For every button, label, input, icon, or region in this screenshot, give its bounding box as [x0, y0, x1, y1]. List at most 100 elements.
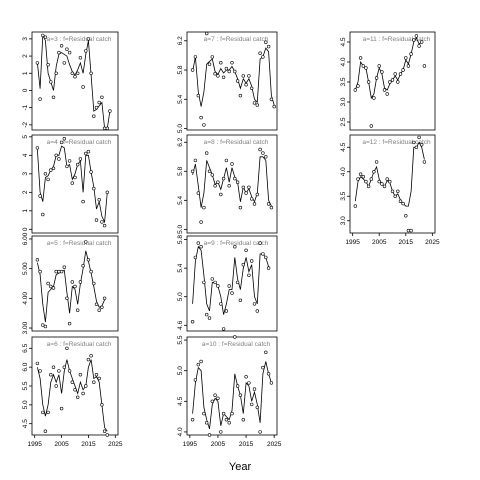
data-point	[89, 269, 93, 274]
y-tick-label: 5.0	[177, 224, 184, 233]
data-point	[38, 194, 42, 198]
data-point	[81, 85, 85, 89]
data-point	[57, 269, 61, 274]
data-point	[244, 191, 248, 195]
panel-frame	[186, 134, 278, 234]
panel-label: a=4 : f=Residual catch	[47, 139, 112, 146]
data-point	[213, 280, 217, 285]
data-point	[398, 199, 403, 203]
data-point	[190, 68, 195, 72]
panel-a9: a=9 : f=Residual catch 4.6 5.0 5.4 5.8	[177, 235, 278, 332]
data-point	[385, 177, 389, 181]
panel-label: a=12 : f=Residual catch	[362, 139, 431, 146]
data-point	[57, 369, 61, 373]
data-point	[417, 44, 421, 48]
panel-frame	[186, 31, 278, 131]
data-point	[49, 80, 53, 84]
data-point	[54, 71, 58, 76]
data-point	[401, 201, 405, 206]
data-point	[412, 38, 416, 42]
data-point	[252, 387, 257, 391]
data-point	[70, 380, 75, 384]
x-tick-label: 2025	[267, 441, 282, 448]
y-tick-label: -1	[22, 104, 29, 110]
panel-frame	[31, 31, 119, 131]
x-tick-label: 2005	[54, 441, 69, 448]
data-point	[261, 55, 265, 59]
data-point	[43, 35, 48, 39]
data-point	[255, 405, 259, 410]
y-tick-label: 4	[22, 153, 29, 157]
data-point	[264, 40, 268, 44]
panel-label: a=3 : f=Residual catch	[47, 36, 112, 43]
data-point	[358, 172, 363, 176]
data-point	[78, 56, 83, 60]
y-tick-label: 4.0	[340, 167, 347, 176]
data-point	[409, 52, 413, 56]
data-point	[84, 384, 88, 388]
data-point	[62, 265, 67, 269]
data-point	[221, 327, 226, 331]
data-point	[247, 185, 251, 190]
data-point	[422, 64, 427, 68]
data-point	[92, 114, 96, 118]
data-point	[401, 68, 405, 72]
panel-a11: a=11 : f=Residual catch 2.5 3.0 3.5 4.0 4.5	[340, 31, 436, 131]
y-tick-label: 4.5	[340, 37, 347, 46]
data-point	[196, 93, 201, 98]
data-point	[92, 281, 96, 286]
data-point	[374, 76, 379, 80]
data-point	[202, 280, 206, 285]
data-point	[406, 64, 411, 68]
data-point	[235, 384, 240, 388]
data-point	[100, 403, 104, 407]
panel-label: a=10 : f=Residual catch	[202, 341, 271, 348]
data-point	[51, 365, 56, 369]
data-point	[406, 228, 411, 233]
data-point	[67, 321, 72, 326]
data-point	[199, 220, 203, 224]
data-point	[385, 92, 389, 96]
data-point	[213, 184, 217, 188]
data-point	[250, 259, 254, 263]
panel-frame	[186, 336, 278, 436]
data-point	[420, 40, 424, 44]
data-point	[369, 177, 373, 181]
data-point	[213, 393, 217, 397]
data-point	[38, 269, 42, 274]
data-point	[205, 421, 209, 425]
panel-frame	[31, 235, 119, 332]
data-point	[65, 164, 69, 169]
data-point	[396, 189, 400, 194]
data-point	[190, 169, 195, 174]
data-point	[366, 184, 371, 189]
data-point	[62, 61, 67, 65]
data-point	[244, 82, 248, 87]
data-point	[420, 143, 424, 147]
data-point	[105, 126, 110, 131]
data-point	[199, 245, 203, 249]
data-point	[238, 205, 243, 210]
y-tick-label: 4.0	[177, 427, 184, 436]
data-point	[86, 149, 91, 154]
data-point	[73, 74, 77, 79]
data-point	[361, 64, 365, 68]
y-tick-label: 3.00	[22, 321, 29, 334]
data-point	[388, 179, 392, 184]
data-point	[241, 185, 246, 190]
data-point	[38, 369, 42, 373]
data-point	[43, 172, 48, 176]
y-tick-label: 5.4	[177, 263, 184, 272]
y-tick-label: 4.0	[340, 57, 347, 66]
data-point	[41, 323, 45, 327]
data-point	[46, 177, 50, 182]
data-point	[230, 411, 234, 416]
data-point	[372, 170, 376, 174]
data-point	[35, 146, 40, 150]
data-point	[380, 70, 384, 74]
data-point	[219, 60, 223, 65]
y-tick-label: 5.0	[177, 366, 184, 375]
data-point	[41, 33, 45, 38]
data-point	[398, 72, 403, 76]
